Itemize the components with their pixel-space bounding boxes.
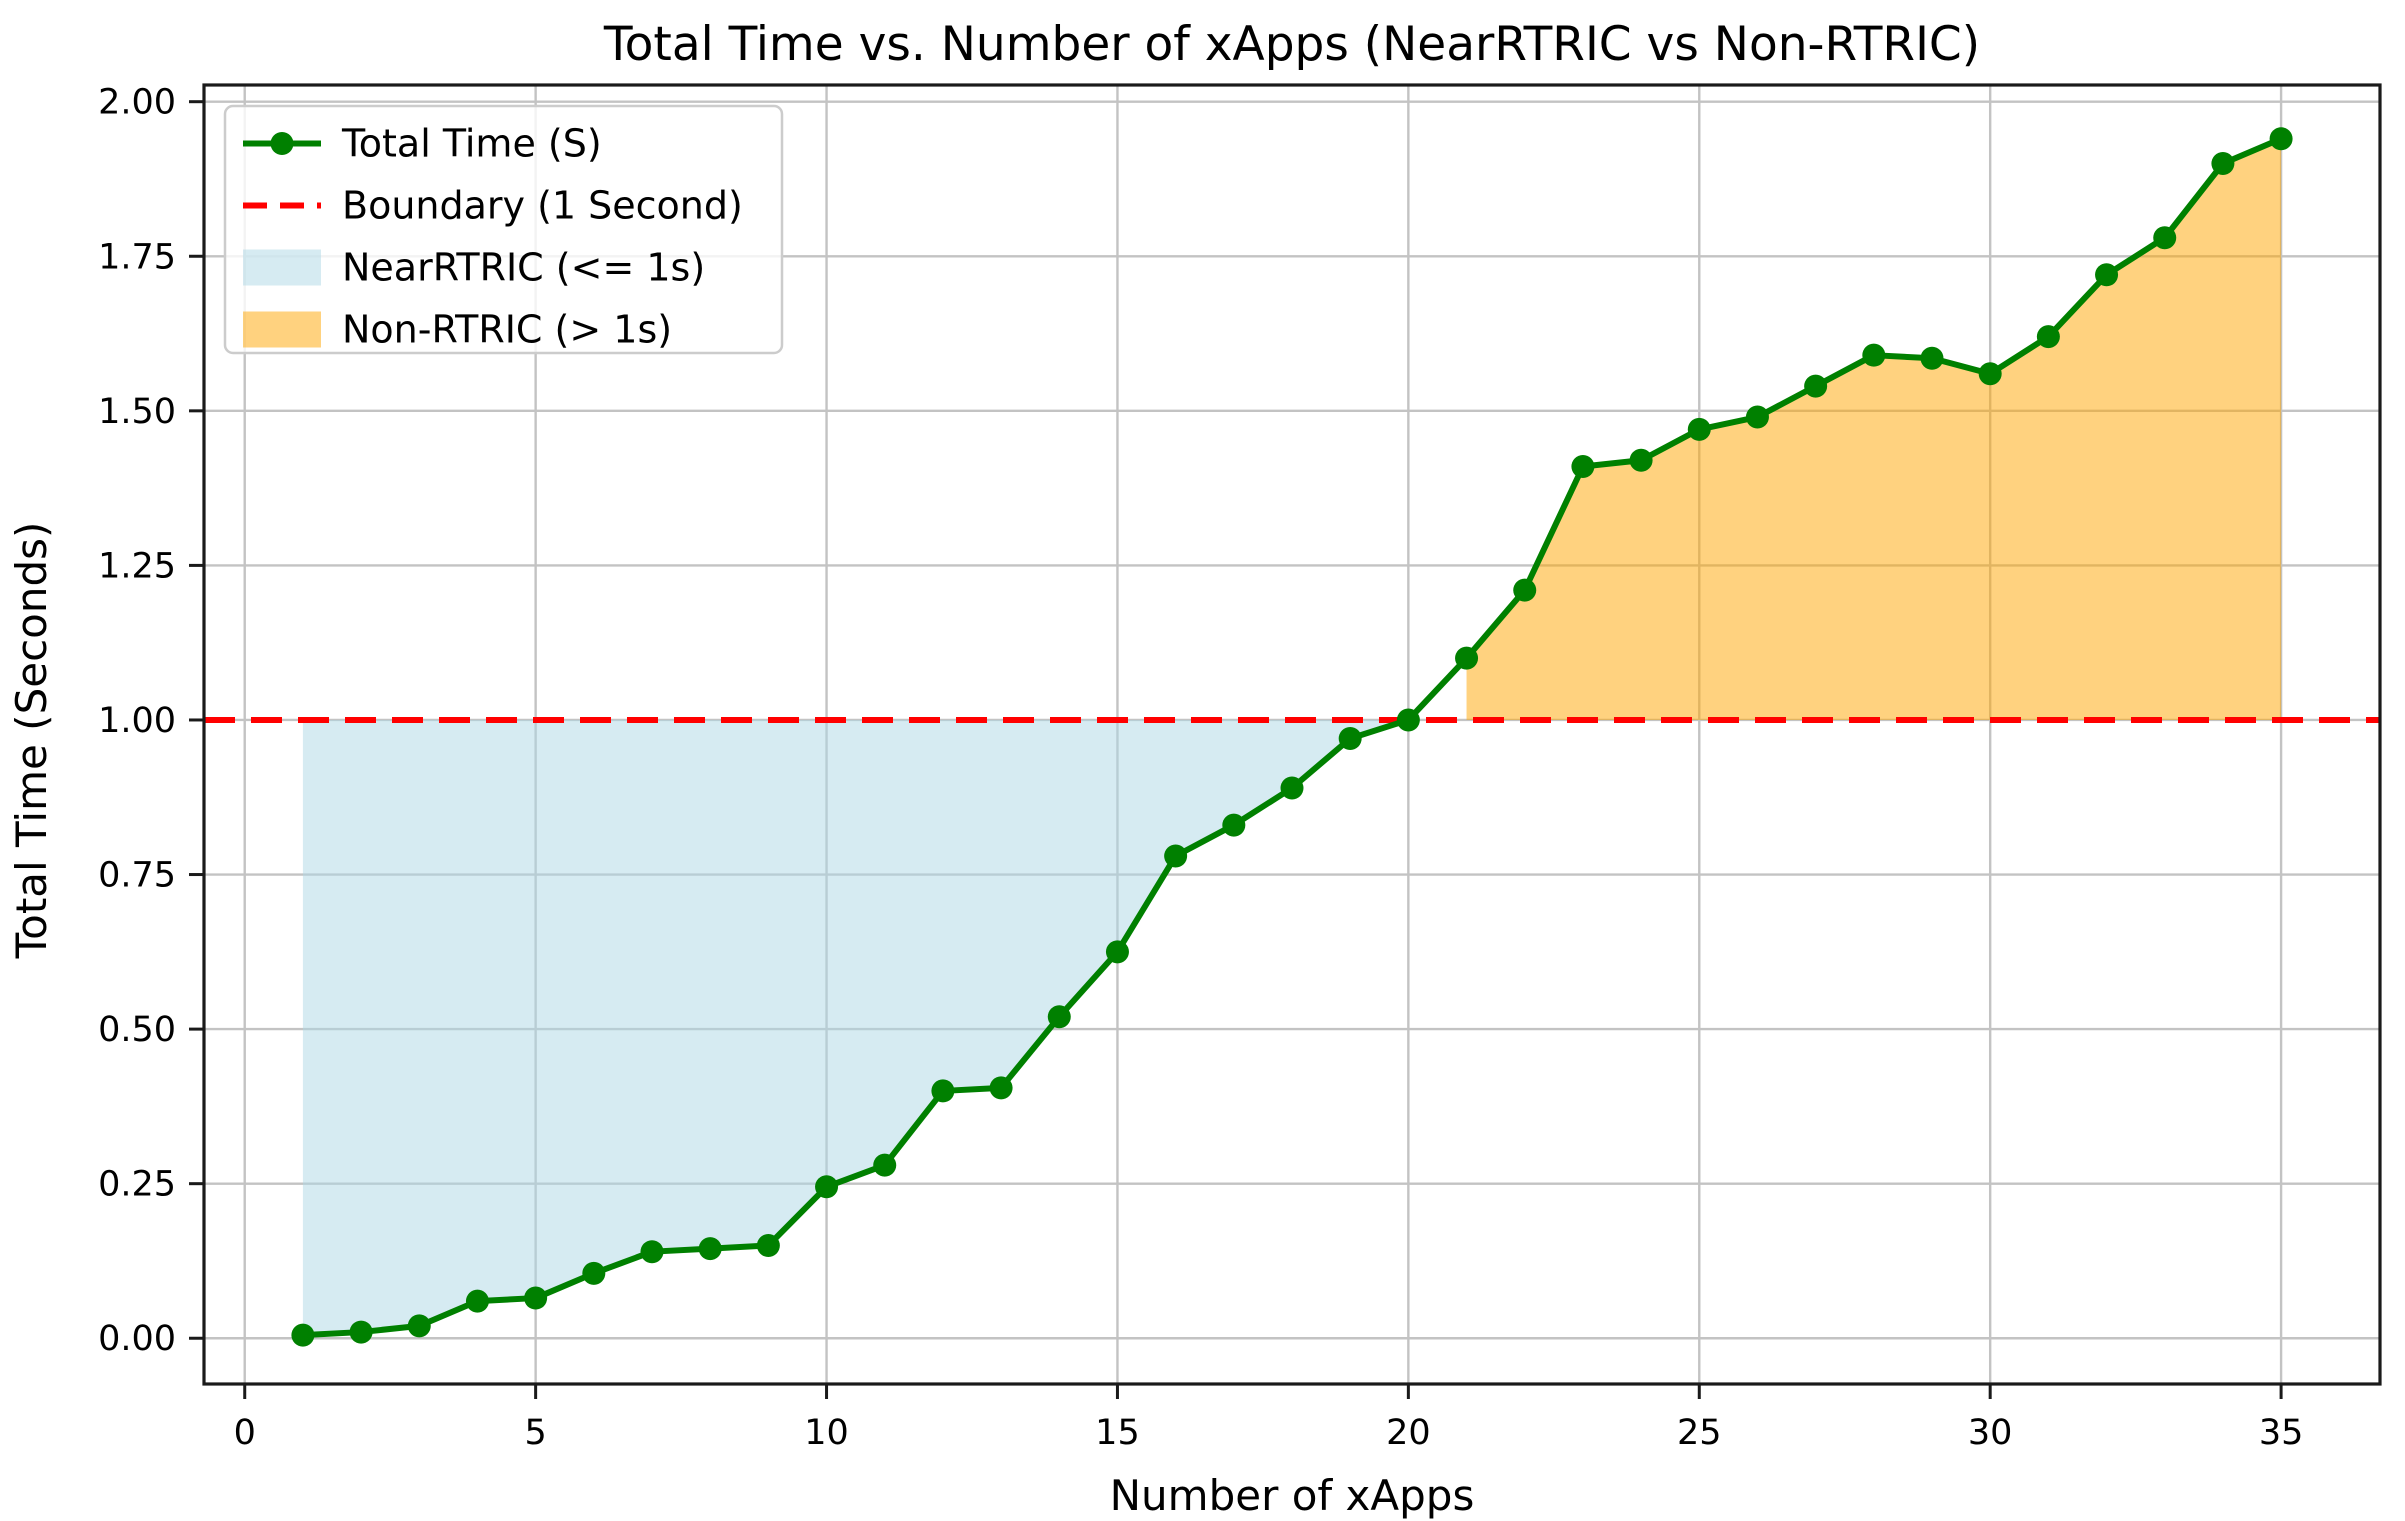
- x-tick-label: 0: [234, 1413, 256, 1453]
- x-tick-label: 20: [1386, 1413, 1431, 1453]
- data-point-marker: [1280, 776, 1304, 800]
- chart-title: Total Time vs. Number of xApps (NearRTRI…: [603, 17, 1980, 72]
- data-point-marker: [1455, 646, 1479, 670]
- legend-entry: NearRTRIC (<= 1s): [243, 246, 705, 290]
- data-point-marker: [873, 1153, 897, 1177]
- legend-entry: Non-RTRIC (> 1s): [243, 308, 672, 352]
- y-tick-label: 0.25: [98, 1165, 176, 1205]
- data-point-marker: [2036, 325, 2060, 349]
- x-tick-label: 5: [524, 1413, 546, 1453]
- x-tick-label: 35: [2259, 1413, 2304, 1453]
- legend-entry-label: NearRTRIC (<= 1s): [342, 246, 705, 290]
- data-point-marker: [291, 1323, 315, 1347]
- data-point-marker: [1513, 578, 1537, 602]
- x-tick-label: 25: [1677, 1413, 1722, 1453]
- data-point-marker: [1862, 343, 1886, 367]
- data-point-marker: [465, 1289, 489, 1313]
- data-point-marker: [1105, 940, 1129, 964]
- data-point-marker: [1222, 813, 1246, 837]
- data-point-marker: [2095, 263, 2119, 287]
- y-tick-label: 2.00: [98, 83, 176, 123]
- y-tick-label: 1.25: [98, 546, 176, 586]
- data-point-marker: [2211, 152, 2235, 176]
- non-rtric-region: [1466, 138, 2282, 720]
- data-point-marker: [1629, 448, 1653, 472]
- legend-marker-sample: [270, 132, 294, 155]
- data-point-marker: [1047, 1005, 1071, 1029]
- data-point-marker: [1396, 708, 1420, 732]
- legend-patch-sample: [243, 249, 321, 286]
- y-tick-label: 0.00: [98, 1319, 176, 1359]
- y-axis-label: Total Time (Seconds): [7, 522, 56, 960]
- x-axis-label: Number of xApps: [1110, 1471, 1475, 1520]
- plot-border: [202, 83, 2382, 1386]
- data-point-marker: [2269, 127, 2293, 151]
- data-point-marker: [582, 1261, 606, 1285]
- legend: Total Time (S) Boundary (1 Second) NearRTR…: [223, 104, 784, 355]
- legend-entry-label: Non-RTRIC (> 1s): [342, 308, 672, 352]
- legend-entry-label: Boundary (1 Second): [342, 184, 743, 228]
- x-tick-label: 10: [804, 1413, 849, 1453]
- legend-patch-sample: [243, 311, 321, 348]
- x-tick-label: 15: [1095, 1413, 1140, 1453]
- axis-ticks: [189, 100, 2283, 1399]
- data-point-marker: [815, 1175, 839, 1199]
- data-point-marker: [2153, 226, 2177, 250]
- data-point-marker: [1571, 454, 1595, 478]
- data-point-marker: [1978, 362, 2002, 386]
- y-tick-label: 0.50: [98, 1010, 176, 1050]
- data-point-markers: [291, 127, 2293, 1347]
- data-point-marker: [349, 1320, 373, 1344]
- data-point-marker: [524, 1286, 548, 1310]
- data-point-marker: [1920, 346, 1944, 370]
- data-point-marker: [1338, 727, 1362, 751]
- y-tick-label: 0.75: [98, 856, 176, 896]
- data-point-marker: [1804, 374, 1828, 398]
- data-point-marker: [1745, 405, 1769, 429]
- near-rtric-region: [302, 719, 1409, 1336]
- data-point-marker: [756, 1234, 780, 1258]
- x-tick-label: 30: [1968, 1413, 2013, 1453]
- y-tick-label: 1.00: [98, 701, 176, 741]
- data-point-marker: [407, 1314, 431, 1338]
- legend-entry: Total Time (S): [243, 122, 602, 166]
- data-point-marker: [640, 1240, 664, 1264]
- legend-box: [223, 104, 784, 355]
- plot-render-root: 0 5 10 15 20 25 30 35 0.00 0.25 0.50 0.75 1.00 1.25 1.…: [98, 83, 2382, 1453]
- legend-entry-label: Total Time (S): [341, 122, 602, 166]
- y-tick-label: 1.50: [98, 392, 176, 432]
- data-point-marker: [1687, 417, 1711, 441]
- data-point-marker: [989, 1076, 1013, 1100]
- legend-entry: Boundary (1 Second): [243, 184, 743, 228]
- data-point-marker: [698, 1237, 722, 1261]
- data-point-marker: [931, 1079, 955, 1103]
- y-tick-label: 1.75: [98, 237, 176, 277]
- data-point-marker: [1164, 844, 1188, 868]
- axis-tick-labels: 0 5 10 15 20 25 30 35 0.00 0.25 0.50 0.75 1.00 1.25 1.…: [98, 83, 2303, 1453]
